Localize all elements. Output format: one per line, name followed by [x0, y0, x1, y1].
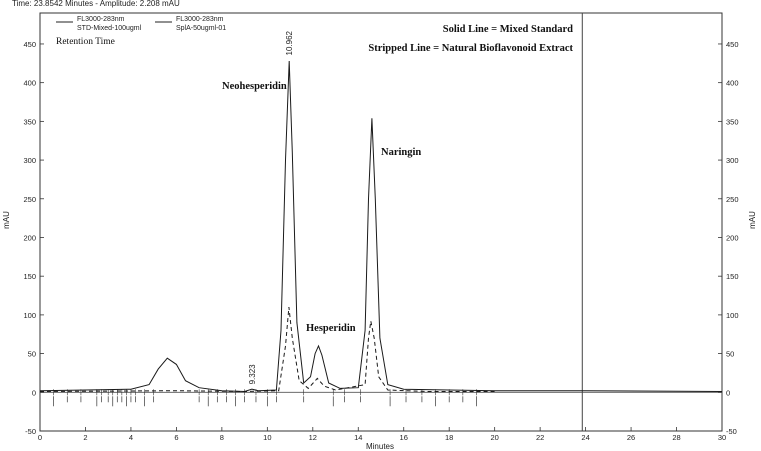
y-tick-label-left: 100: [23, 311, 36, 320]
annotation-hesperidin: Hesperidin: [306, 323, 356, 334]
y-tick-label-right: 450: [726, 40, 739, 49]
y-tick-label-right: 200: [726, 233, 739, 242]
y-tick-label-left: 300: [23, 156, 36, 165]
x-tick-label: 12: [309, 433, 317, 442]
plot-frame: [39, 12, 723, 432]
y-tick-label-right: 0: [726, 388, 730, 397]
x-tick-label: 30: [718, 433, 726, 442]
x-tick-label: 6: [174, 433, 178, 442]
y-tick-label-left: -50: [25, 427, 36, 436]
series-standard-solid: [39, 60, 723, 393]
y-tick-label-right: -50: [726, 427, 737, 436]
x-tick-label: 2: [83, 433, 87, 442]
legend-solid-line2: STD-Mixed-100ugml: [77, 25, 142, 32]
x-tick-label: 0: [38, 433, 42, 442]
x-tick-label: 20: [490, 433, 498, 442]
y-tick-label-right: 100: [726, 311, 739, 320]
x-tick-label: 4: [129, 433, 133, 442]
x-tick-label: 26: [627, 433, 635, 442]
annotation-stripped-line: Stripped Line = Natural Bioflavonoid Ext…: [368, 43, 573, 54]
y-axis-title-left: mAU: [2, 211, 11, 229]
legend-retention-time: Retention Time: [56, 37, 115, 47]
peak-retention-label: 10.962: [285, 30, 294, 55]
y-tick-label-left: 150: [23, 272, 36, 281]
y-tick-label-left: 400: [23, 79, 36, 88]
y-axis-title-right: mAU: [748, 211, 757, 229]
y-tick-label-left: 350: [23, 117, 36, 126]
y-tick-label-left: 50: [28, 350, 36, 359]
y-tick-label-right: 400: [726, 79, 739, 88]
peak-retention-label: 9.323: [248, 364, 257, 385]
status-readout: Time: 23.8542 Minutes - Amplitude: 2.208…: [12, 0, 180, 8]
y-tick-label-left: 250: [23, 195, 36, 204]
x-tick-label: 8: [220, 433, 224, 442]
x-axis-title: Minutes: [366, 442, 394, 451]
legend-dashed-line1: FL3000-283nm: [176, 16, 224, 23]
legend-dashed-line2: SplA-50ugml-01: [176, 25, 226, 32]
x-tick-label: 16: [400, 433, 408, 442]
y-tick-label-right: 250: [726, 195, 739, 204]
annotation-naringin: Naringin: [381, 147, 421, 158]
x-tick-label: 22: [536, 433, 544, 442]
annotation-solid-line: Solid Line = Mixed Standard: [443, 24, 573, 35]
y-tick-label-right: 350: [726, 117, 739, 126]
x-tick-label: 14: [354, 433, 362, 442]
x-tick-label: 18: [445, 433, 453, 442]
y-tick-label-right: 50: [726, 350, 734, 359]
annotation-neohesperidin: Neohesperidin: [222, 81, 287, 92]
x-tick-label: 10: [263, 433, 271, 442]
y-tick-label-left: 450: [23, 40, 36, 49]
x-tick-label: 24: [581, 433, 589, 442]
x-tick-label: 28: [672, 433, 680, 442]
y-tick-label-right: 300: [726, 156, 739, 165]
y-tick-label-left: 200: [23, 233, 36, 242]
y-tick-label-right: 150: [726, 272, 739, 281]
y-tick-label-left: 0: [32, 388, 36, 397]
legend-solid-line1: FL3000-283nm: [77, 16, 125, 23]
series-sample-dashed: [39, 307, 495, 393]
